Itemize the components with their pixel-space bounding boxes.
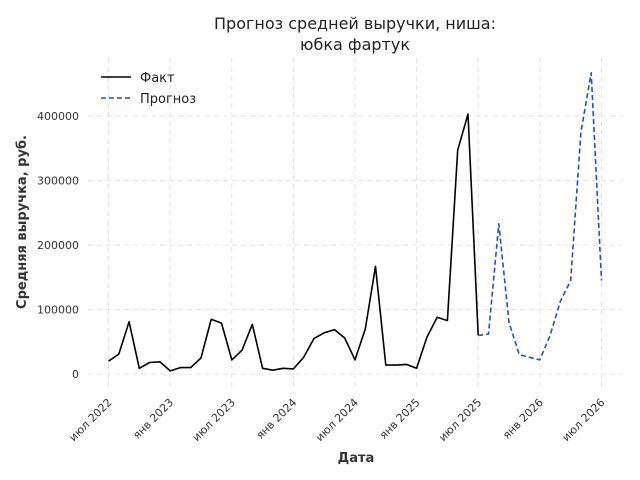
legend: Факт Прогноз	[101, 71, 196, 107]
chart-title-line-2: юбка фартук	[300, 35, 410, 54]
y-tick-label: 200000	[37, 239, 79, 252]
series-layer	[108, 72, 603, 372]
x-tick-label: янв 2026	[500, 396, 546, 442]
x-tick-label: янв 2024	[254, 396, 300, 442]
series-line-forecast	[478, 72, 603, 361]
x-tick-label: июл 2026	[560, 396, 608, 444]
chart-title-line-1: Прогноз средней выручки, ниша:	[214, 14, 496, 33]
x-tick-label: июл 2022	[67, 396, 115, 444]
x-tick-label: июл 2025	[436, 396, 484, 444]
y-tick-label: 300000	[37, 175, 79, 188]
x-tick-label: янв 2023	[130, 396, 176, 442]
x-tick-label: июл 2024	[313, 396, 361, 444]
y-tick-label: 0	[72, 368, 79, 381]
x-tick-label: янв 2025	[377, 396, 423, 442]
series-line-fact	[108, 113, 479, 372]
y-axis-label: Средняя выручка, руб.	[15, 135, 30, 309]
y-axis-ticks: 0 100000 200000 300000 400000	[37, 110, 79, 381]
legend-label-forecast: Прогноз	[140, 92, 196, 107]
x-axis-label: Дата	[338, 451, 375, 466]
x-tick-label: июл 2023	[190, 396, 238, 444]
x-axis-ticks: июл 2022 янв 2023 июл 2023 янв 2024 июл 2024…	[67, 396, 608, 444]
legend-label-fact: Факт	[140, 71, 175, 86]
grid	[88, 58, 622, 387]
y-tick-label: 100000	[37, 304, 79, 317]
y-tick-label: 400000	[37, 110, 79, 123]
